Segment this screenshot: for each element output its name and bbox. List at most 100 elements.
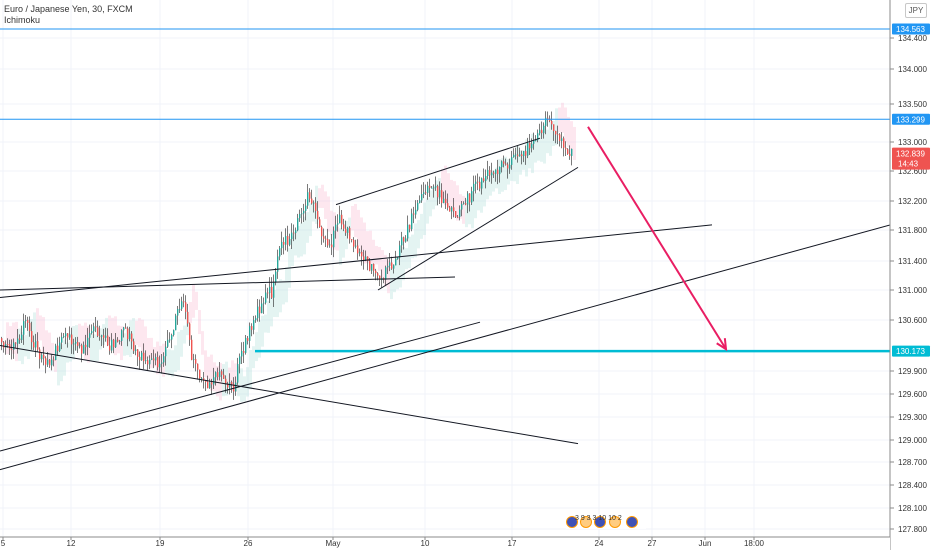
candle-body bbox=[501, 161, 503, 168]
candle-body bbox=[427, 185, 429, 193]
cloud-segment bbox=[57, 350, 60, 386]
candle-body bbox=[489, 169, 491, 176]
cloud-segment bbox=[135, 320, 138, 345]
cloud-segment bbox=[525, 139, 528, 177]
cloud-segment bbox=[222, 364, 225, 397]
candle-body bbox=[223, 374, 225, 379]
candle-body bbox=[307, 192, 309, 206]
candle-body bbox=[63, 336, 65, 338]
candle-body bbox=[193, 359, 195, 360]
candle-body bbox=[555, 131, 557, 135]
candle-body bbox=[17, 338, 19, 344]
event-marker bbox=[594, 516, 606, 528]
candle-body bbox=[337, 223, 339, 225]
cloud-segment bbox=[516, 146, 519, 184]
horizontal-levels[interactable] bbox=[0, 28, 890, 353]
candle-body bbox=[263, 302, 265, 304]
candle-body bbox=[259, 306, 261, 314]
cloud-segment bbox=[351, 206, 354, 231]
candle-body bbox=[205, 379, 207, 383]
candle-body bbox=[431, 187, 433, 189]
candle-body bbox=[87, 337, 89, 348]
events-markers[interactable]: 3 9 3 3 10 10 2 bbox=[566, 514, 646, 529]
cloud-segment bbox=[117, 325, 120, 354]
trendline bbox=[0, 224, 713, 298]
candle-body bbox=[523, 151, 525, 157]
candle-body bbox=[7, 344, 9, 345]
symbol-title[interactable]: Euro / Japanese Yen, 30, FXCM bbox=[4, 4, 133, 14]
trendline bbox=[335, 137, 541, 206]
candle-body bbox=[21, 334, 23, 340]
cloud-segment bbox=[15, 321, 18, 362]
candle-body bbox=[387, 265, 389, 268]
price-tick-label: 127.800 bbox=[898, 525, 927, 534]
cloud-segment bbox=[93, 334, 96, 362]
candle-body bbox=[163, 356, 165, 363]
cloud-segment bbox=[513, 153, 516, 182]
forecast-arrow[interactable] bbox=[587, 126, 728, 352]
cloud-segment bbox=[363, 222, 366, 264]
candle-body bbox=[485, 175, 487, 181]
candle-body bbox=[331, 244, 333, 248]
candle-body bbox=[1, 338, 3, 343]
candle-body bbox=[537, 133, 539, 141]
cloud-segment bbox=[390, 266, 393, 300]
candle-body bbox=[131, 333, 133, 342]
cloud-segment bbox=[129, 320, 132, 357]
cloud-segment bbox=[183, 325, 186, 344]
cloud-segment bbox=[267, 300, 270, 333]
candle-body bbox=[527, 143, 529, 156]
candle-body bbox=[293, 232, 295, 234]
candle-body bbox=[567, 149, 569, 154]
candle-body bbox=[33, 342, 35, 348]
cloud-segment bbox=[573, 126, 576, 160]
candle-body bbox=[355, 245, 357, 247]
cloud-segment bbox=[291, 236, 294, 266]
candle-body bbox=[487, 169, 489, 176]
candle-body bbox=[413, 213, 415, 215]
candle-body bbox=[463, 203, 465, 204]
cloud-segment bbox=[45, 330, 48, 352]
price-tick-label: 133.500 bbox=[898, 100, 927, 109]
cloud-segment bbox=[531, 133, 534, 174]
candle-body bbox=[299, 214, 301, 219]
event-marker bbox=[580, 516, 592, 528]
candle-body bbox=[19, 338, 21, 340]
cloud-segment bbox=[345, 221, 348, 250]
candle-body bbox=[411, 213, 413, 230]
cloud-segment bbox=[534, 140, 537, 163]
candle-body bbox=[351, 239, 353, 241]
price-tick-label: 129.600 bbox=[898, 390, 927, 399]
candle-body bbox=[327, 239, 329, 246]
trendlines[interactable] bbox=[0, 137, 891, 471]
price-axis[interactable]: 127.800 128.100 128.400 128.700 129.000 129.3… bbox=[889, 0, 932, 550]
candle-body bbox=[483, 178, 485, 181]
cloud-segment bbox=[33, 312, 36, 349]
cloud-segment bbox=[60, 344, 63, 382]
cloud-segment bbox=[507, 158, 510, 185]
candle-body bbox=[377, 273, 379, 276]
candle-body bbox=[333, 230, 335, 248]
candle-body bbox=[237, 364, 239, 383]
candle-body bbox=[125, 327, 127, 329]
candle-body bbox=[221, 371, 223, 375]
candle-body bbox=[227, 383, 229, 388]
candle-body bbox=[531, 143, 533, 149]
time-tick-label: May bbox=[325, 539, 340, 548]
candle-body bbox=[73, 343, 75, 345]
currency-button[interactable]: JPY bbox=[905, 3, 927, 18]
cloud-segment bbox=[546, 129, 549, 154]
candle-body bbox=[59, 342, 61, 351]
candle-body bbox=[71, 334, 73, 345]
indicator-label[interactable]: Ichimoku bbox=[4, 15, 41, 25]
time-axis[interactable]: 5 12 19 26 May 10 17 24 27 Jun 18:00 bbox=[0, 536, 890, 550]
bar-countdown-tag: 14:43 bbox=[898, 160, 919, 169]
candle-body bbox=[279, 248, 281, 257]
candle-body bbox=[357, 245, 359, 254]
cloud-segment bbox=[150, 337, 153, 369]
cloud-segment bbox=[279, 279, 282, 313]
time-tick-label: 12 bbox=[67, 539, 76, 548]
candle-body bbox=[183, 301, 185, 303]
candle-body bbox=[207, 382, 209, 389]
